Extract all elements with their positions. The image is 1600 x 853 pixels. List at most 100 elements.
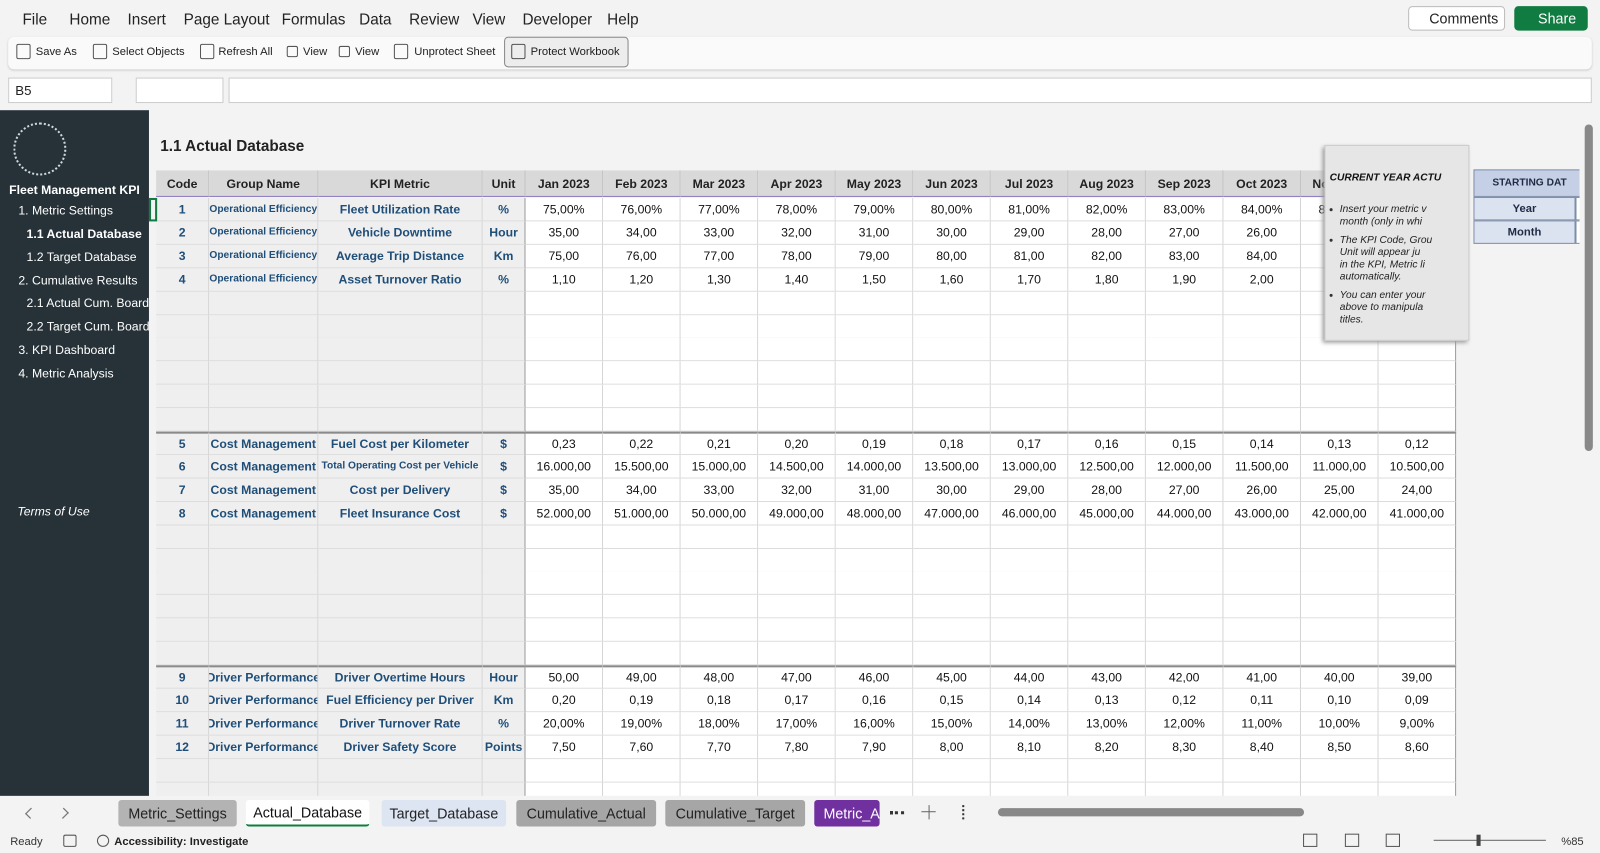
table-cell[interactable]: 2 <box>156 221 209 244</box>
table-cell[interactable]: 77,00% <box>681 198 759 221</box>
table-cell[interactable]: 45.000,00 <box>1068 502 1146 525</box>
menu-item[interactable]: Formulas <box>282 6 346 33</box>
table-cell[interactable]: Operational Efficiency <box>209 268 318 291</box>
table-cell[interactable]: Driver Performance <box>209 712 318 735</box>
table-cell[interactable]: 27,00 <box>1146 478 1224 501</box>
table-cell[interactable]: 27,00 <box>1146 221 1224 244</box>
table-cell[interactable]: $ <box>483 502 526 525</box>
table-cell[interactable]: Points <box>483 735 526 758</box>
table-cell[interactable]: 39,00 <box>1379 665 1457 688</box>
table-cell[interactable]: 0,10 <box>1301 689 1379 712</box>
table-cell[interactable]: 20,00% <box>526 712 604 735</box>
table-cell[interactable]: 81,00 <box>991 245 1069 268</box>
table-cell[interactable]: 1,20 <box>603 268 681 291</box>
table-cell[interactable]: 14,00% <box>991 712 1069 735</box>
table-cell[interactable]: 26,00 <box>1223 221 1301 244</box>
table-cell[interactable]: 15.000,00 <box>681 455 759 478</box>
table-cell[interactable]: 35,00 <box>526 221 604 244</box>
table-cell[interactable]: 24,00 <box>1379 478 1457 501</box>
table-cell[interactable]: 5 <box>156 432 209 455</box>
table-cell[interactable]: Hour <box>483 665 526 688</box>
sidebar-link[interactable]: 2.2 Target Cum. Board <box>27 316 155 336</box>
view-button[interactable] <box>1345 834 1359 847</box>
toolbar-button[interactable]: View <box>303 41 327 63</box>
table-cell[interactable]: 81,00% <box>991 198 1069 221</box>
view-button[interactable] <box>1303 834 1317 847</box>
table-cell[interactable]: 77,00 <box>681 245 759 268</box>
table-cell[interactable]: 41,00 <box>1223 665 1301 688</box>
table-cell[interactable]: 26,00 <box>1223 478 1301 501</box>
table-cell[interactable]: 0,21 <box>681 432 759 455</box>
zoom-thumb[interactable] <box>1477 835 1481 846</box>
table-cell[interactable]: 7,80 <box>758 735 836 758</box>
table-cell[interactable]: 46,00 <box>836 665 914 688</box>
table-cell[interactable]: 0,17 <box>991 432 1069 455</box>
sheet-tab[interactable]: Metric_Settings <box>118 800 236 827</box>
table-cell[interactable]: Driver Performance <box>209 665 318 688</box>
table-cell[interactable]: 0,14 <box>991 689 1069 712</box>
menu-item[interactable]: View <box>472 6 505 33</box>
table-cell[interactable]: 0,18 <box>913 432 991 455</box>
table-cell[interactable]: 6 <box>156 455 209 478</box>
table-cell[interactable]: 82,00% <box>1068 198 1146 221</box>
toolbar-icon[interactable] <box>394 44 408 59</box>
formula-input[interactable] <box>229 78 1592 104</box>
table-cell[interactable]: 1,70 <box>991 268 1069 291</box>
table-cell[interactable]: 3 <box>156 245 209 268</box>
table-cell[interactable]: Asset Turnover Ratio <box>318 268 482 291</box>
zoom-slider[interactable] <box>1434 840 1546 841</box>
table-cell[interactable]: Cost Management <box>209 502 318 525</box>
table-cell[interactable]: Total Operating Cost per Vehicle <box>318 455 482 478</box>
table-cell[interactable]: 7 <box>156 478 209 501</box>
table-cell[interactable]: 84,00 <box>1223 245 1301 268</box>
checkbox[interactable] <box>339 46 350 57</box>
table-cell[interactable]: Km <box>483 689 526 712</box>
table-cell[interactable]: Driver Overtime Hours <box>318 665 482 688</box>
table-cell[interactable]: 7,70 <box>681 735 759 758</box>
menu-item[interactable]: Page Layout <box>184 6 270 33</box>
terms-link[interactable]: Terms of Use <box>17 501 139 521</box>
sidebar-link[interactable]: 2. Cumulative Results <box>18 270 146 290</box>
table-cell[interactable]: 0,19 <box>603 689 681 712</box>
table-cell[interactable]: 15,00% <box>913 712 991 735</box>
table-cell[interactable]: Fleet Utilization Rate <box>318 198 482 221</box>
name-box[interactable]: B5 <box>8 78 112 104</box>
menu-item[interactable]: Help <box>607 6 638 33</box>
table-cell[interactable]: 28,00 <box>1068 478 1146 501</box>
accessibility-status[interactable]: Accessibility: Investigate <box>114 831 318 852</box>
table-cell[interactable]: 79,00% <box>836 198 914 221</box>
menu-item[interactable]: Developer <box>522 6 592 33</box>
table-cell[interactable]: 33,00 <box>681 478 759 501</box>
table-cell[interactable]: 0,14 <box>1223 432 1301 455</box>
table-cell[interactable]: 52.000,00 <box>526 502 604 525</box>
view-button[interactable] <box>1386 834 1400 847</box>
table-cell[interactable]: 76,00% <box>603 198 681 221</box>
add-sheet-v[interactable] <box>928 805 929 819</box>
table-cell[interactable]: 8,20 <box>1068 735 1146 758</box>
table-cell[interactable]: Driver Performance <box>209 689 318 712</box>
sidebar-link[interactable]: 3. KPI Dashboard <box>18 340 146 360</box>
table-cell[interactable]: 8,60 <box>1379 735 1457 758</box>
table-cell[interactable]: % <box>483 198 526 221</box>
table-cell[interactable]: 4 <box>156 268 209 291</box>
table-cell[interactable]: 1,80 <box>1068 268 1146 291</box>
toolbar-icon[interactable] <box>16 44 30 59</box>
tab-menu[interactable] <box>962 805 966 819</box>
toolbar-button[interactable]: Refresh All <box>218 41 272 63</box>
table-cell[interactable]: 42,00 <box>1146 665 1224 688</box>
table-cell[interactable]: 80,00 <box>913 245 991 268</box>
table-cell[interactable]: 47.000,00 <box>913 502 991 525</box>
table-cell[interactable]: 29,00 <box>991 478 1069 501</box>
table-cell[interactable]: 1,60 <box>913 268 991 291</box>
table-cell[interactable]: 0,11 <box>1223 689 1301 712</box>
table-cell[interactable]: 11.000,00 <box>1301 455 1379 478</box>
protect-workbook-frame[interactable] <box>504 37 628 68</box>
table-cell[interactable]: 12 <box>156 735 209 758</box>
table-cell[interactable]: 8,40 <box>1223 735 1301 758</box>
table-cell[interactable]: Driver Safety Score <box>318 735 482 758</box>
table-cell[interactable]: 13,00% <box>1068 712 1146 735</box>
table-cell[interactable]: Km <box>483 245 526 268</box>
table-cell[interactable]: Average Trip Distance <box>318 245 482 268</box>
sheet-tab[interactable]: Actual_Database <box>246 800 369 827</box>
toolbar-icon[interactable] <box>200 44 214 59</box>
